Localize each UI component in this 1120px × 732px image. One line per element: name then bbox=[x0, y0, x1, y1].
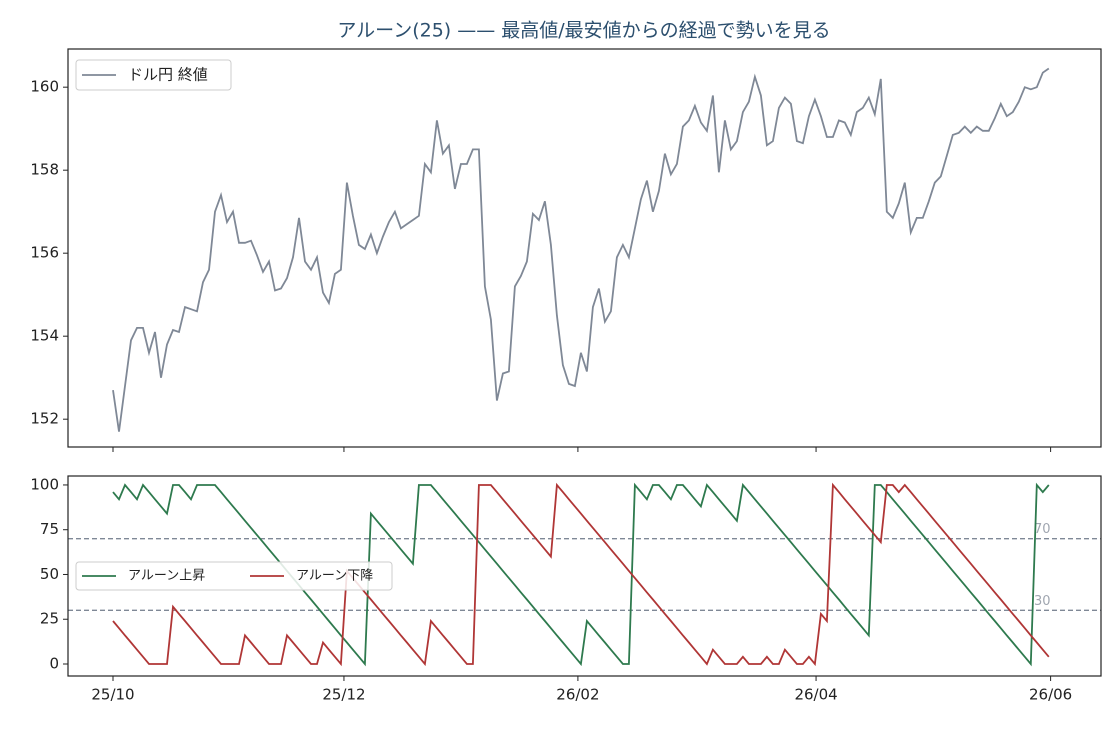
y-tick-label: 160 bbox=[30, 78, 59, 96]
data-line bbox=[112, 67, 1050, 432]
reference-label: 30 bbox=[1034, 594, 1051, 609]
x-tick-label: 26/02 bbox=[556, 686, 599, 704]
legend-box bbox=[75, 561, 393, 591]
data-line bbox=[112, 482, 1050, 667]
legend-label: ドル円 終値 bbox=[128, 66, 208, 84]
y-tick-label: 100 bbox=[30, 475, 59, 493]
y-tick-label: 156 bbox=[30, 244, 59, 262]
y-tick-label: 154 bbox=[30, 327, 59, 345]
data-line bbox=[112, 482, 1050, 667]
legend-box bbox=[75, 59, 232, 91]
plot-frame bbox=[67, 48, 1102, 448]
legend-label: アルーン上昇 bbox=[128, 569, 205, 584]
plot-frame bbox=[67, 475, 1102, 677]
y-tick-label: 75 bbox=[40, 520, 59, 538]
y-tick-label: 0 bbox=[49, 655, 59, 673]
chart-title: アルーン(25) —— 最高値/最安値からの経過で勢いを見る bbox=[337, 20, 830, 42]
x-tick-label: 26/06 bbox=[1029, 686, 1072, 704]
reference-label: 70 bbox=[1034, 522, 1051, 537]
x-tick-label: 26/04 bbox=[794, 686, 837, 704]
y-tick-label: 50 bbox=[40, 565, 59, 583]
x-tick-label: 25/10 bbox=[91, 686, 134, 704]
y-tick-label: 152 bbox=[30, 410, 59, 428]
x-tick-label: 25/12 bbox=[322, 686, 365, 704]
y-tick-label: 158 bbox=[30, 161, 59, 179]
y-tick-label: 25 bbox=[40, 610, 59, 628]
legend-label: アルーン下降 bbox=[296, 569, 373, 584]
